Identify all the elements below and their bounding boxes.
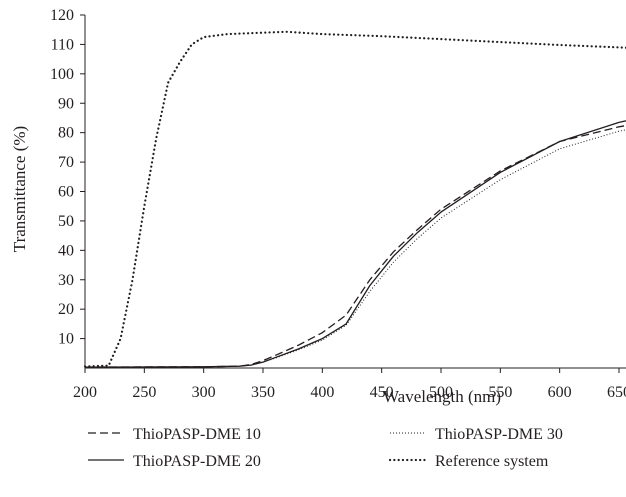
x-tick-label: 350 (251, 384, 275, 401)
y-tick-label: 50 (58, 213, 74, 230)
y-tick-label: 120 (50, 7, 74, 24)
legend-label-thiopasp-dme-10: ThioPASP-DME 10 (133, 426, 261, 443)
y-tick-label: 40 (58, 242, 74, 259)
y-tick-label: 90 (58, 95, 74, 112)
x-tick-label: 550 (488, 384, 512, 401)
y-axis-title: Transmittance (%) (10, 126, 29, 252)
y-tick-label: 10 (58, 331, 74, 348)
legend-label-thiopasp-dme-30: ThioPASP-DME 30 (435, 426, 563, 443)
series-line-thiopasp-dme-20 (84, 120, 626, 368)
series-line-reference-system (83, 30, 626, 368)
x-tick-label: 200 (73, 384, 97, 401)
y-tick-label: 70 (58, 154, 74, 171)
y-tick-label: 20 (58, 301, 74, 318)
y-tick-label: 60 (58, 184, 74, 201)
x-tick-label: 250 (132, 384, 156, 401)
y-tick-label: 100 (50, 66, 74, 83)
x-tick-label: 300 (192, 384, 216, 401)
x-tick-label: 450 (370, 384, 394, 401)
x-tick-label: 500 (429, 384, 453, 401)
x-tick-label: 400 (310, 384, 334, 401)
legend-label-thiopasp-dme-20: ThioPASP-DME 20 (133, 453, 261, 470)
y-tick-label: 30 (58, 272, 74, 289)
x-tick-label: 600 (548, 384, 572, 401)
y-tick-label: 110 (51, 36, 74, 53)
y-tick-label: 80 (58, 125, 74, 142)
series-line-thiopasp-dme-10 (84, 124, 626, 368)
series-line-thiopasp-dme-30 (84, 129, 626, 368)
legend-label-reference-system: Reference system (435, 453, 549, 470)
x-tick-label: 650 (607, 384, 626, 401)
x-axis-title: Wavelength (nm) (383, 387, 501, 406)
